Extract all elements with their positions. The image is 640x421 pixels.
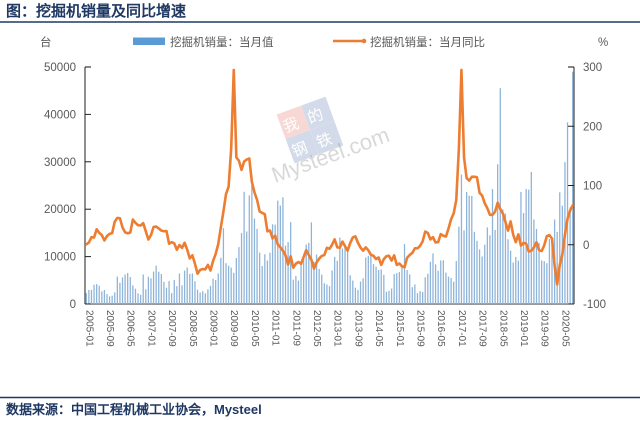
svg-text:数据来源：中国工程机械工业协会，Mysteel: 数据来源：中国工程机械工业协会，Mysteel [6,402,262,417]
